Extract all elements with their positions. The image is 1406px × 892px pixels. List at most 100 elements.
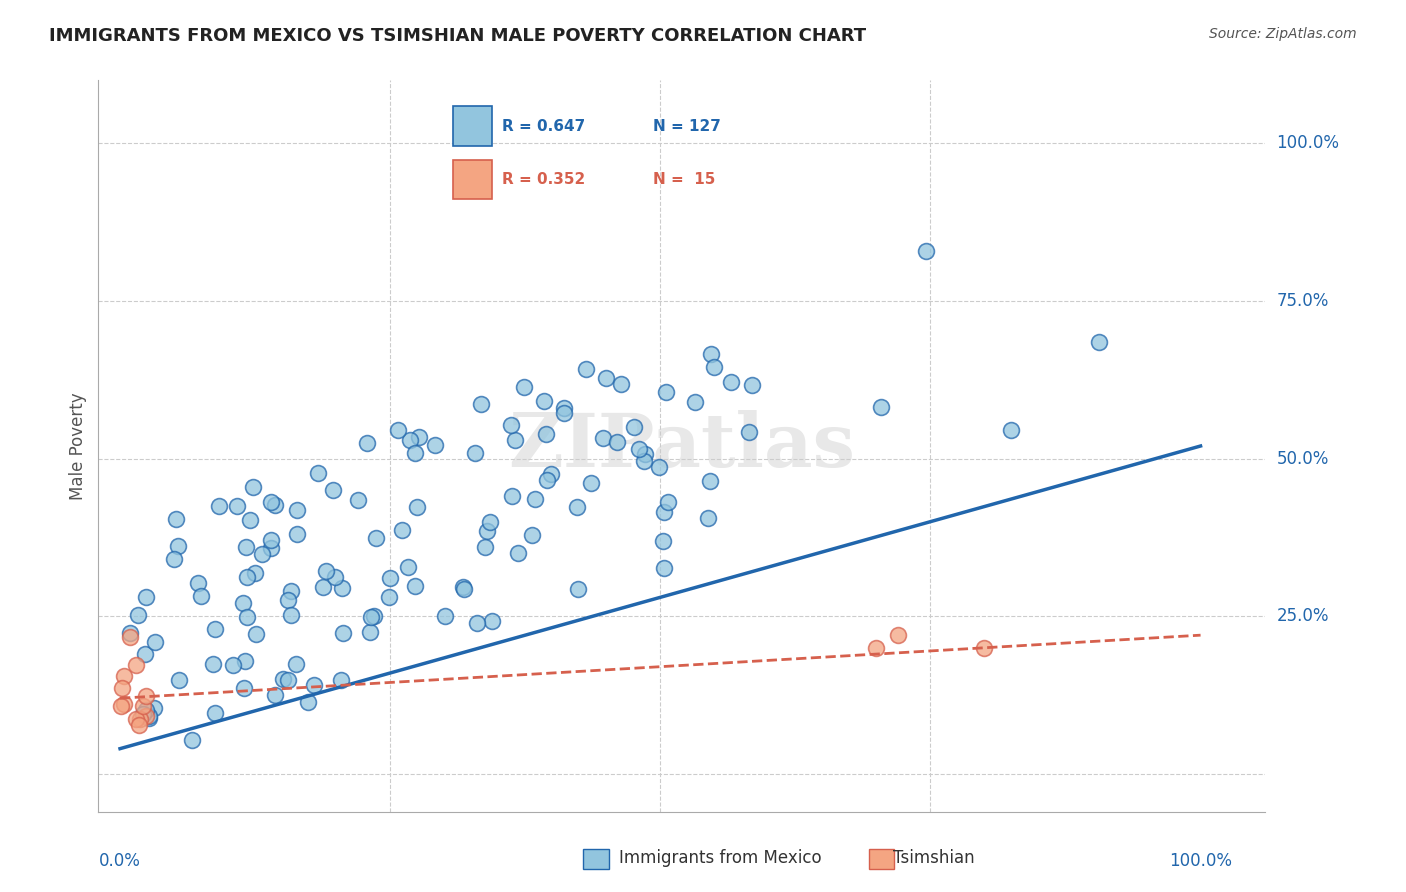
- Point: [592, 432, 614, 446]
- Point: [263, 689, 285, 703]
- Point: [315, 565, 337, 579]
- Point: [127, 608, 149, 623]
- Point: [135, 590, 157, 604]
- Point: [501, 489, 523, 503]
- Point: [323, 570, 346, 584]
- Point: [297, 695, 319, 709]
- Point: [284, 657, 307, 671]
- Point: [167, 673, 190, 687]
- Point: [260, 541, 283, 556]
- Point: [360, 610, 382, 624]
- Point: [657, 495, 679, 509]
- Point: [204, 706, 226, 720]
- Point: [404, 579, 426, 593]
- Point: [464, 446, 486, 460]
- Point: [239, 513, 262, 527]
- Point: [453, 580, 475, 594]
- Point: [366, 532, 388, 546]
- Point: [128, 718, 150, 732]
- Point: [120, 626, 142, 640]
- Point: [332, 625, 354, 640]
- Point: [271, 672, 294, 686]
- Point: [396, 559, 419, 574]
- Point: [190, 589, 212, 603]
- Point: [263, 498, 285, 512]
- Point: [565, 500, 588, 514]
- Point: [512, 380, 534, 394]
- Point: [132, 698, 155, 713]
- Point: [915, 244, 938, 258]
- Text: 100.0%: 100.0%: [1277, 135, 1340, 153]
- Point: [474, 540, 496, 554]
- Point: [202, 657, 225, 671]
- Point: [720, 375, 742, 389]
- Point: [738, 425, 761, 439]
- Point: [534, 427, 557, 442]
- Point: [112, 669, 135, 683]
- Point: [135, 703, 157, 717]
- Text: 75.0%: 75.0%: [1277, 292, 1329, 310]
- Point: [304, 678, 326, 692]
- Point: [110, 698, 132, 713]
- Point: [138, 708, 160, 723]
- Point: [259, 495, 281, 509]
- Point: [235, 540, 257, 554]
- Point: [499, 417, 522, 432]
- Point: [467, 616, 489, 631]
- Point: [322, 483, 344, 498]
- Point: [434, 608, 457, 623]
- Point: [652, 505, 675, 519]
- Point: [405, 500, 427, 514]
- Point: [180, 732, 202, 747]
- Text: 25.0%: 25.0%: [1277, 607, 1329, 625]
- Point: [233, 654, 256, 668]
- Point: [235, 610, 257, 624]
- Point: [167, 539, 190, 553]
- Point: [250, 547, 273, 561]
- Point: [363, 608, 385, 623]
- Point: [287, 503, 309, 517]
- Point: [606, 435, 628, 450]
- Point: [623, 420, 645, 434]
- Text: Source: ZipAtlas.com: Source: ZipAtlas.com: [1209, 27, 1357, 41]
- Point: [307, 467, 329, 481]
- Point: [553, 405, 575, 419]
- Point: [699, 347, 721, 361]
- Point: [280, 607, 302, 622]
- Point: [387, 423, 409, 437]
- Point: [330, 581, 353, 595]
- Point: [378, 590, 401, 604]
- Point: [553, 401, 575, 415]
- Point: [226, 499, 249, 513]
- Point: [540, 467, 562, 481]
- Point: [533, 394, 555, 409]
- Point: [536, 473, 558, 487]
- Point: [277, 593, 299, 607]
- Point: [1000, 423, 1022, 437]
- Text: Tsimshian: Tsimshian: [893, 849, 974, 867]
- Point: [391, 523, 413, 537]
- Point: [359, 624, 381, 639]
- Text: 50.0%: 50.0%: [1277, 450, 1329, 467]
- Point: [187, 576, 209, 591]
- Point: [356, 436, 378, 450]
- Point: [312, 580, 335, 594]
- Point: [423, 438, 446, 452]
- Point: [610, 376, 633, 391]
- Point: [1088, 335, 1111, 350]
- Point: [506, 546, 529, 560]
- Point: [865, 640, 887, 655]
- Point: [242, 480, 264, 494]
- Point: [204, 622, 226, 636]
- Point: [654, 385, 676, 400]
- Point: [232, 596, 254, 610]
- Point: [131, 707, 153, 722]
- Point: [208, 499, 231, 513]
- Point: [143, 634, 166, 648]
- Point: [408, 430, 430, 444]
- Point: [973, 640, 995, 655]
- Point: [699, 474, 721, 488]
- Point: [222, 658, 245, 673]
- Point: [579, 475, 602, 490]
- Point: [329, 673, 352, 687]
